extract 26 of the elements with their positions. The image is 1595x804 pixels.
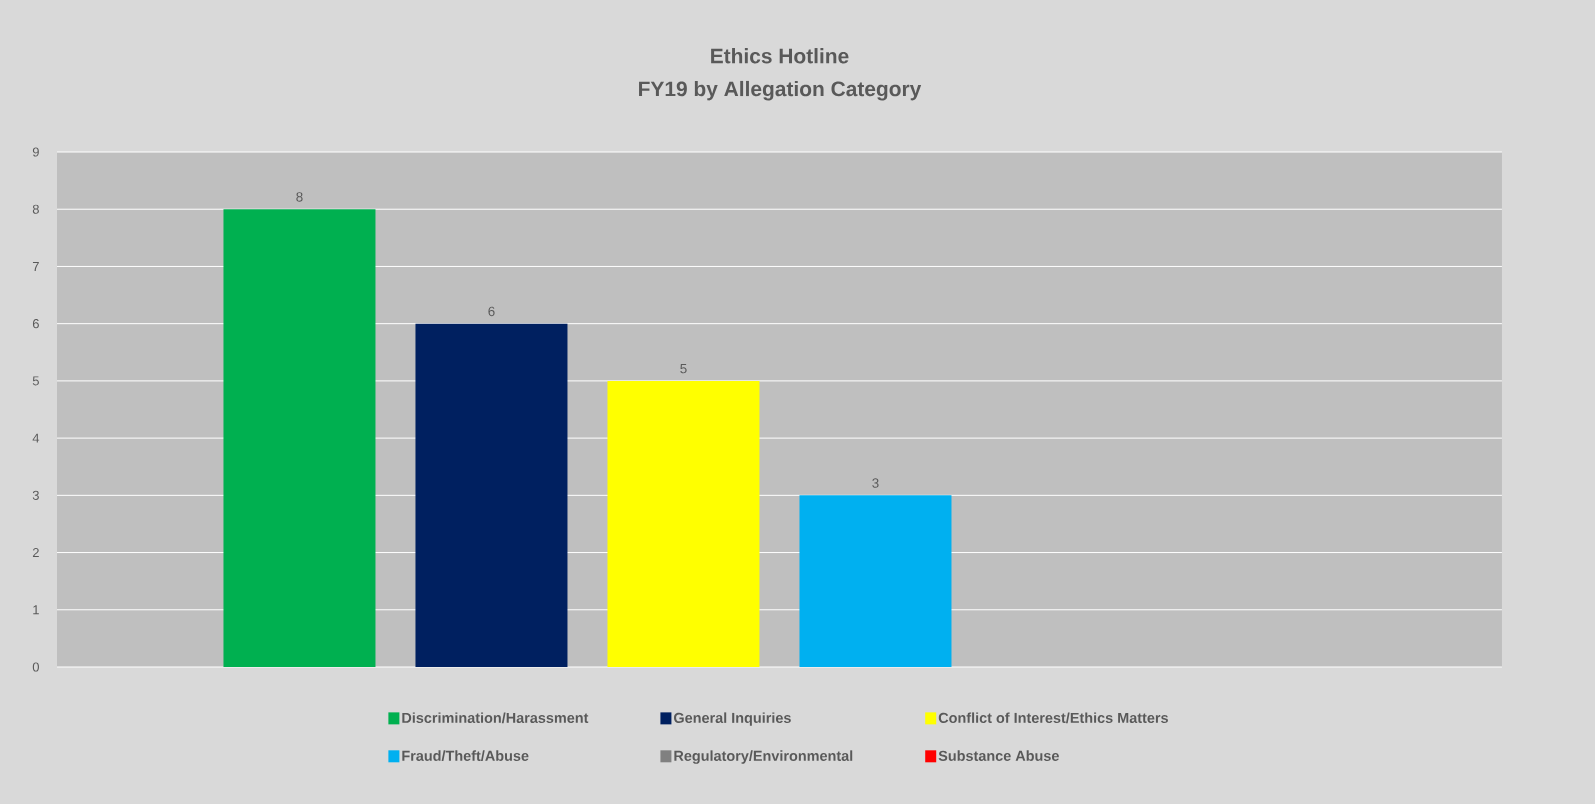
data-label: 5 — [680, 363, 687, 374]
legend-label: Conflict of Interest/Ethics Matters — [938, 712, 1168, 724]
y-tick-label: 7 — [32, 262, 39, 271]
y-tick-label: 3 — [32, 490, 39, 500]
chart-title: Ethics Hotline — [711, 48, 849, 64]
legend-label: Substance Abuse — [938, 750, 1059, 761]
bar — [223, 209, 376, 667]
data-label: 6 — [488, 306, 495, 317]
y-tick-label: 9 — [32, 147, 39, 157]
data-label: 3 — [872, 478, 879, 488]
y-tick-label: 4 — [32, 433, 40, 443]
bar — [799, 495, 952, 667]
bar — [415, 323, 568, 667]
legend-label: General Inquiries — [674, 712, 791, 726]
y-tick-label: 0 — [32, 662, 39, 672]
legend-label: Discrimination/Harassment — [402, 712, 589, 724]
y-tick-label: 1 — [33, 605, 39, 615]
data-label: 8 — [296, 192, 303, 202]
legend-label: Fraud/Theft/Abuse — [402, 750, 529, 762]
y-tick-label: 5 — [32, 376, 39, 386]
bar — [607, 380, 760, 667]
y-tick-label: 2 — [32, 548, 39, 558]
chart-subtitle: FY19 by Allegation Category — [639, 80, 922, 101]
y-tick-label: 8 — [32, 204, 39, 214]
y-tick-label: 6 — [32, 319, 39, 329]
legend-label: Regulatory/Environmental — [674, 750, 853, 764]
